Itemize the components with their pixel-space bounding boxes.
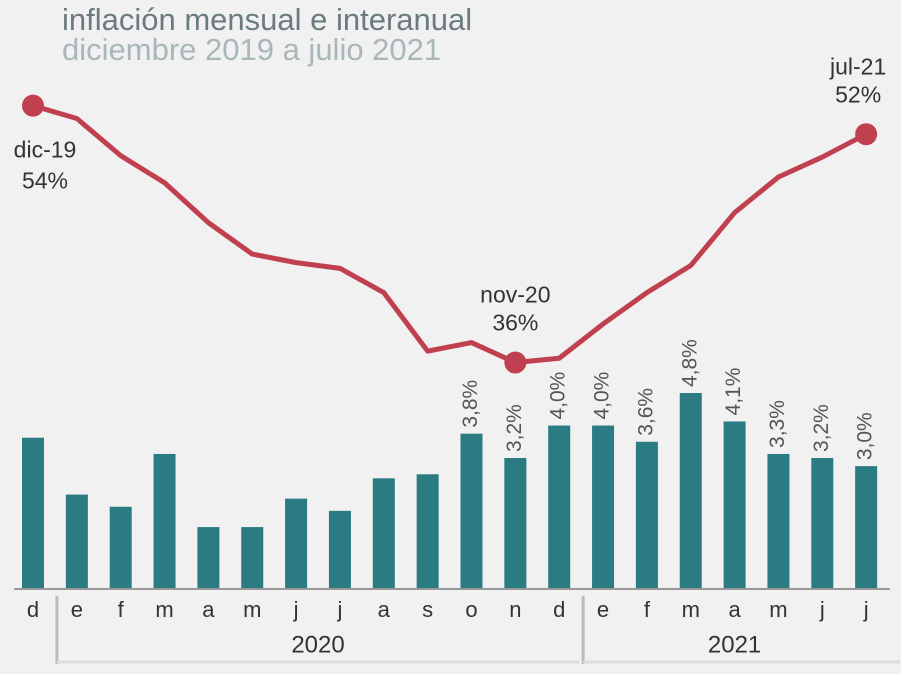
x-tick-label: n xyxy=(509,597,521,622)
bar xyxy=(285,498,308,588)
chart-title: inflación mensual e interanual xyxy=(62,2,472,37)
bar xyxy=(679,393,702,588)
bar xyxy=(723,421,746,588)
bar xyxy=(592,425,615,588)
bar xyxy=(197,527,220,588)
x-tick-label: a xyxy=(202,597,215,622)
bar xyxy=(241,527,264,588)
bar-value-label: 3,0% xyxy=(854,412,877,460)
bar-value-label: 3,8% xyxy=(459,380,482,428)
x-tick-label: f xyxy=(118,597,125,622)
bar xyxy=(460,433,483,588)
line-marker xyxy=(22,94,44,117)
point-value-label: 54% xyxy=(22,168,68,194)
x-tick-label: a xyxy=(378,597,391,622)
bar xyxy=(855,466,878,588)
line-marker xyxy=(504,351,527,374)
bar-value-label: 4,8% xyxy=(678,339,701,387)
point-value-label: 52% xyxy=(835,81,881,107)
group-label: 2021 xyxy=(708,631,761,658)
x-tick-label: a xyxy=(728,597,741,622)
x-tick-label: d xyxy=(553,597,565,622)
point-label: dic-19 xyxy=(14,137,77,163)
bar xyxy=(328,510,351,588)
line xyxy=(32,103,868,366)
bar xyxy=(416,474,439,588)
bar xyxy=(22,437,44,588)
x-tick-label: m xyxy=(243,597,261,622)
x-tick-label: j xyxy=(293,597,299,622)
x-tick-label: e xyxy=(597,597,609,622)
bar-value-label: 4,1% xyxy=(722,368,745,416)
x-tick-label: m xyxy=(769,597,787,622)
bar xyxy=(811,458,834,588)
bar xyxy=(153,453,176,588)
bar-value-label: 4,0% xyxy=(591,372,614,420)
bar-value-label: 3,3% xyxy=(766,400,789,448)
x-tick-label: d xyxy=(27,597,39,622)
bar xyxy=(548,425,571,588)
bar-value-label: 3,2% xyxy=(503,404,526,452)
x-tick-label: j xyxy=(863,597,869,622)
group-label: 2020 xyxy=(291,631,344,658)
bar-value-label: 3,6% xyxy=(634,388,657,436)
bar xyxy=(65,494,88,588)
x-tick-label: o xyxy=(465,597,477,622)
bar xyxy=(372,478,395,588)
x-tick-label: m xyxy=(682,597,700,622)
bar xyxy=(504,458,527,588)
bar-value-label: 3,2% xyxy=(810,404,833,452)
bar xyxy=(767,453,790,588)
x-tick-label: m xyxy=(155,597,173,622)
point-label: nov-20 xyxy=(480,282,550,308)
x-tick-label: j xyxy=(337,597,343,622)
x-tick-label: j xyxy=(819,597,825,622)
point-label: jul-21 xyxy=(829,53,886,79)
x-tick-label: f xyxy=(644,597,651,622)
x-tick-label: e xyxy=(71,597,83,622)
line-marker xyxy=(855,123,878,146)
bar-value-label: 4,0% xyxy=(547,372,570,420)
chart-subtitle: diciembre 2019 a julio 2021 xyxy=(62,32,441,67)
x-tick-label: s xyxy=(422,597,433,622)
point-value-label: 36% xyxy=(492,310,538,336)
bar xyxy=(109,506,132,588)
bar xyxy=(635,441,658,588)
